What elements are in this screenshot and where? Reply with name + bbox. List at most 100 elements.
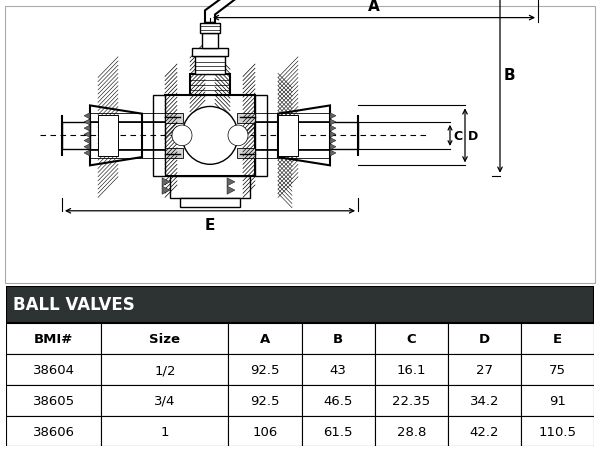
Text: 43: 43 — [330, 364, 347, 376]
Bar — [101, 354, 229, 385]
Text: 42.2: 42.2 — [470, 425, 499, 437]
Text: E: E — [553, 332, 562, 345]
Bar — [374, 416, 448, 446]
Bar — [229, 323, 302, 354]
Text: 16.1: 16.1 — [397, 364, 426, 376]
Polygon shape — [330, 151, 336, 156]
Bar — [521, 416, 594, 446]
Text: 1/2: 1/2 — [154, 364, 176, 376]
Bar — [98, 115, 118, 156]
Bar — [202, 34, 218, 48]
Bar — [302, 354, 374, 385]
Bar — [165, 148, 183, 159]
Polygon shape — [330, 113, 336, 120]
Text: 91: 91 — [549, 394, 566, 407]
Text: BALL VALVES: BALL VALVES — [13, 296, 135, 314]
Bar — [374, 323, 448, 354]
Bar — [374, 354, 448, 385]
Bar — [237, 113, 255, 124]
Bar — [6, 323, 101, 354]
Text: 28.8: 28.8 — [397, 425, 426, 437]
Text: 110.5: 110.5 — [538, 425, 577, 437]
Bar — [6, 354, 101, 385]
Bar — [521, 323, 594, 354]
Bar — [229, 385, 302, 416]
Bar — [6, 385, 101, 416]
Bar — [165, 113, 183, 124]
Bar — [448, 416, 521, 446]
Text: D: D — [468, 129, 478, 143]
Bar — [165, 96, 255, 176]
Bar — [237, 148, 255, 159]
Text: 1: 1 — [161, 425, 169, 437]
Bar — [192, 48, 228, 57]
Polygon shape — [330, 120, 336, 126]
Text: 38605: 38605 — [32, 394, 75, 407]
Polygon shape — [330, 144, 336, 151]
Bar — [190, 75, 230, 96]
Polygon shape — [205, 0, 538, 24]
Polygon shape — [330, 126, 336, 132]
Text: Size: Size — [149, 332, 181, 345]
Bar — [330, 123, 358, 149]
Polygon shape — [278, 106, 330, 166]
Text: C: C — [406, 332, 416, 345]
Polygon shape — [84, 144, 90, 151]
Bar — [101, 416, 229, 446]
Polygon shape — [84, 126, 90, 132]
Text: 34.2: 34.2 — [470, 394, 499, 407]
Bar — [448, 323, 521, 354]
Circle shape — [228, 126, 248, 147]
Text: E: E — [205, 217, 215, 232]
Bar — [229, 354, 302, 385]
Text: 106: 106 — [253, 425, 278, 437]
Text: 75: 75 — [549, 364, 566, 376]
Text: 38606: 38606 — [32, 425, 74, 437]
Text: 92.5: 92.5 — [250, 394, 280, 407]
Bar — [374, 385, 448, 416]
Text: A: A — [368, 0, 380, 14]
Polygon shape — [84, 151, 90, 156]
Bar — [521, 354, 594, 385]
Bar — [448, 385, 521, 416]
Bar — [170, 176, 250, 199]
Bar — [200, 24, 220, 34]
Polygon shape — [90, 106, 142, 166]
Bar — [255, 96, 267, 176]
Bar — [180, 199, 240, 207]
Bar — [302, 385, 374, 416]
Bar — [195, 57, 225, 75]
Polygon shape — [162, 178, 170, 187]
Text: 46.5: 46.5 — [323, 394, 353, 407]
Polygon shape — [84, 113, 90, 120]
Text: 92.5: 92.5 — [250, 364, 280, 376]
Bar — [521, 385, 594, 416]
Polygon shape — [330, 132, 336, 138]
Circle shape — [172, 126, 192, 147]
Polygon shape — [84, 138, 90, 144]
Polygon shape — [227, 187, 235, 195]
Circle shape — [182, 107, 238, 165]
Text: 61.5: 61.5 — [323, 425, 353, 437]
Text: A: A — [260, 332, 270, 345]
Bar — [302, 416, 374, 446]
Bar — [229, 416, 302, 446]
Polygon shape — [84, 120, 90, 126]
Text: D: D — [479, 332, 490, 345]
Bar — [6, 286, 594, 323]
Text: 22.35: 22.35 — [392, 394, 430, 407]
Text: 27: 27 — [476, 364, 493, 376]
Text: C: C — [453, 129, 462, 143]
Bar — [448, 354, 521, 385]
Bar — [101, 385, 229, 416]
Bar — [6, 416, 101, 446]
Text: 3/4: 3/4 — [154, 394, 176, 407]
Bar — [278, 115, 298, 156]
Polygon shape — [227, 178, 235, 187]
Bar — [101, 323, 229, 354]
Text: B: B — [333, 332, 343, 345]
Bar — [302, 323, 374, 354]
Text: BMI#: BMI# — [34, 332, 73, 345]
Polygon shape — [162, 187, 170, 195]
Text: 38604: 38604 — [32, 364, 74, 376]
